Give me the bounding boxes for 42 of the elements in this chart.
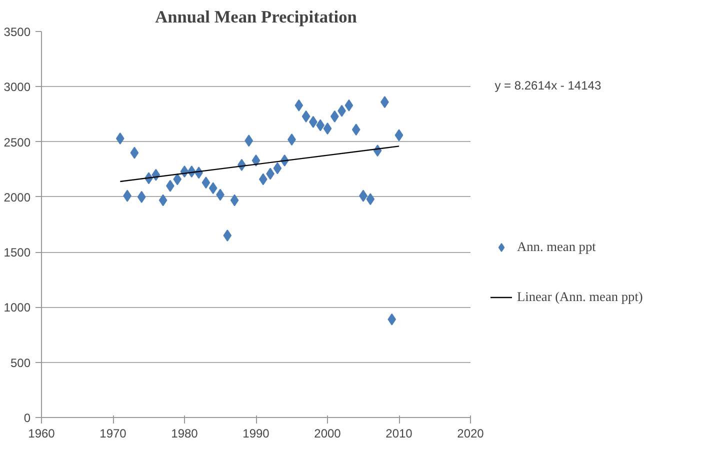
point [316, 119, 325, 132]
y-tick-label: 3000 [4, 80, 31, 94]
point [366, 193, 375, 206]
x-tick-label: 1970 [100, 426, 127, 440]
y-tick-label: 3500 [4, 25, 31, 39]
y-tick-label: 0 [24, 411, 31, 425]
point [302, 110, 310, 122]
point [202, 176, 210, 189]
x-tick-label: 1960 [28, 426, 56, 440]
point [223, 230, 232, 242]
point [388, 313, 396, 326]
chart-title: Annual Mean Precipitation [155, 8, 358, 26]
point [208, 182, 218, 194]
y-tick-label: 500 [10, 356, 31, 370]
point [323, 122, 332, 135]
x-tick-label: 2010 [386, 426, 413, 440]
point [158, 194, 168, 206]
x-tick-label: 2000 [314, 426, 342, 440]
point [137, 190, 146, 203]
point [130, 146, 139, 159]
point [258, 173, 268, 186]
point [394, 129, 404, 142]
point [173, 173, 182, 186]
x-tick-label: 1990 [242, 426, 270, 440]
point [244, 134, 254, 147]
y-tick-label: 2500 [4, 135, 31, 150]
point [344, 99, 354, 112]
point [116, 132, 124, 144]
point [252, 154, 260, 167]
point [330, 110, 339, 122]
point [230, 194, 239, 206]
point [273, 162, 282, 174]
point [352, 124, 360, 136]
y-tick-label: 2000 [4, 190, 31, 204]
y-tick-label: 1000 [4, 300, 31, 315]
point [294, 99, 304, 112]
text: y = 8.2614x - 14143 [494, 78, 602, 93]
x-tick-label: 1980 [171, 426, 198, 440]
x-tick-label: 2020 [457, 426, 484, 440]
legend-label: Ann. mean ppt [517, 239, 596, 255]
y-tick-label: 1500 [4, 246, 31, 260]
legend-label: Linear (Ann. mean ppt) [517, 289, 643, 305]
